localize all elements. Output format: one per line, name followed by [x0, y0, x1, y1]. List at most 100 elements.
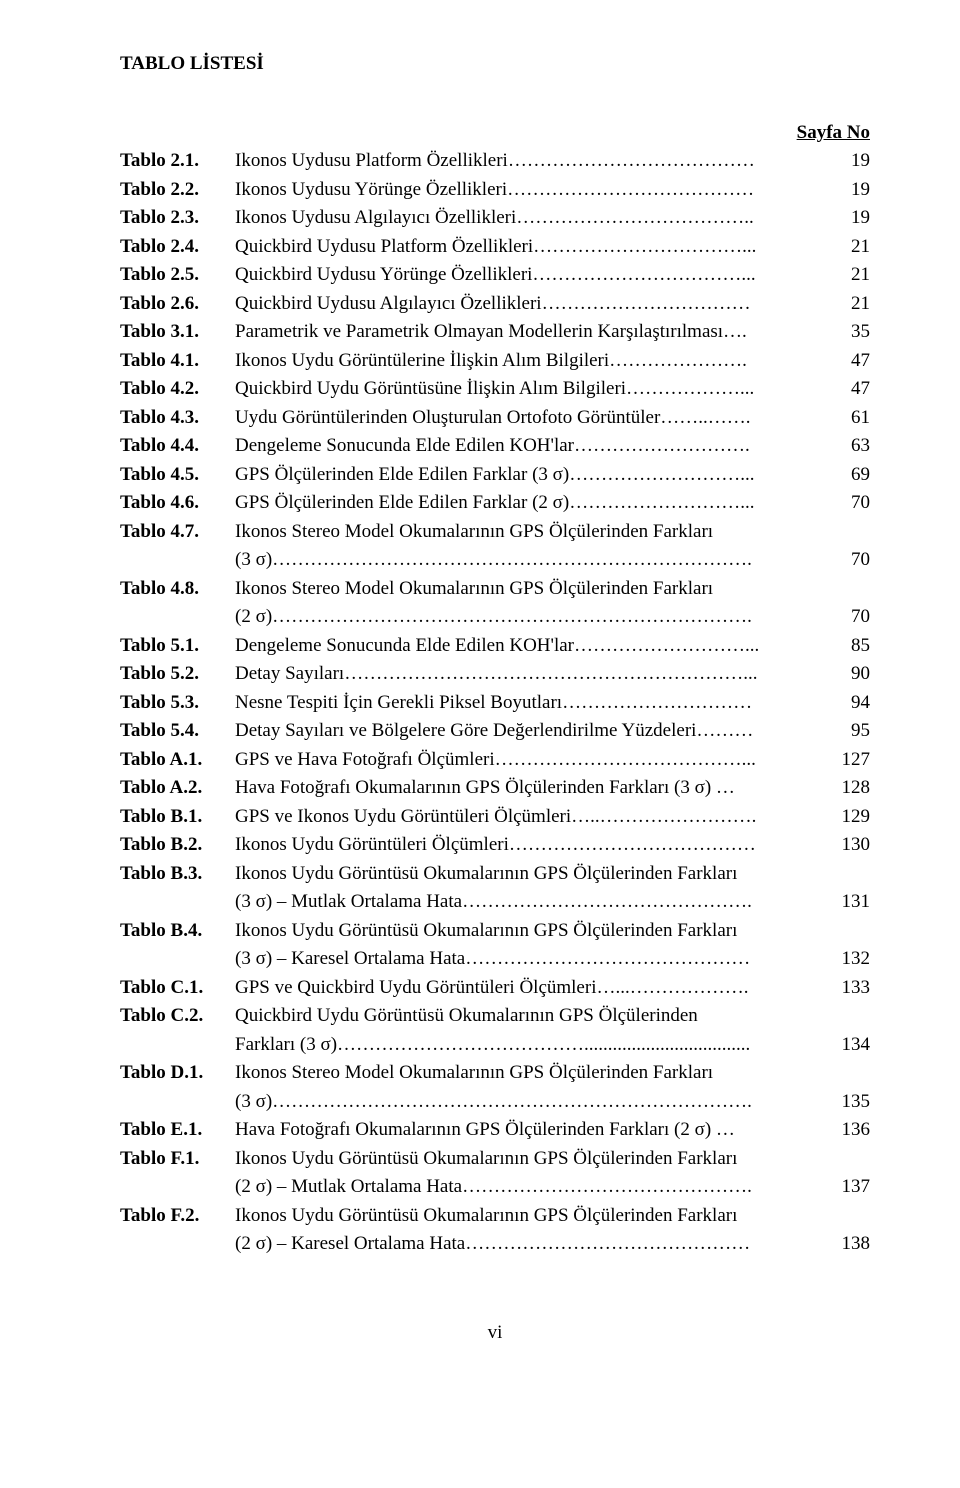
row-description-block: Quickbird Uydusu Platform Özellikleri………… [235, 233, 870, 262]
row-page-number: 95 [822, 717, 870, 746]
row-description-block: Quickbird Uydusu Yörünge Özellikleri…………… [235, 261, 870, 290]
table-row: Tablo B.1.GPS ve Ikonos Uydu Görüntüleri… [120, 803, 870, 832]
row-description-line: Ikonos Uydu Görüntüsü Okumalarının GPS Ö… [235, 1202, 870, 1231]
table-row: Tablo B.2.Ikonos Uydu Görüntüleri Ölçüml… [120, 831, 870, 860]
row-description-block: GPS ve Quickbird Uydu Görüntüleri Ölçüml… [235, 974, 870, 1003]
row-page-number: 21 [822, 261, 870, 290]
list-title: TABLO LİSTESİ [120, 50, 870, 79]
row-label: Tablo 5.3. [120, 689, 235, 718]
row-description-text: Dengeleme Sonucunda Elde Edilen KOH'lar…… [235, 432, 822, 461]
row-description-line: GPS ve Quickbird Uydu Görüntüleri Ölçüml… [235, 974, 870, 1003]
row-description-text: Ikonos Uydusu Yörünge Özellikleri…………………… [235, 176, 822, 205]
row-label: Tablo 4.5. [120, 461, 235, 490]
row-label: Tablo D.1. [120, 1059, 235, 1088]
row-page-number: 129 [822, 803, 870, 832]
table-row: Tablo 5.3.Nesne Tespiti İçin Gerekli Pik… [120, 689, 870, 718]
row-page-number: 137 [822, 1173, 870, 1202]
row-description-block: Hava Fotoğrafı Okumalarının GPS Ölçüleri… [235, 1116, 870, 1145]
row-label: Tablo 4.1. [120, 347, 235, 376]
row-description-block: Quickbird Uydu Görüntüsüne İlişkin Alım … [235, 375, 870, 404]
row-description-text: (2 σ) – Mutlak Ortalama Hata………………………………… [235, 1173, 822, 1202]
table-row: Tablo 4.2.Quickbird Uydu Görüntüsüne İli… [120, 375, 870, 404]
row-page-number: 21 [822, 233, 870, 262]
row-description-line: Parametrik ve Parametrik Olmayan Modelle… [235, 318, 870, 347]
table-row: Tablo 4.1.Ikonos Uydu Görüntülerine İliş… [120, 347, 870, 376]
page-footer-number: vi [120, 1319, 870, 1348]
table-row: Tablo 2.6.Quickbird Uydusu Algılayıcı Öz… [120, 290, 870, 319]
row-description-text: GPS ve Hava Fotoğrafı Ölçümleri………………………… [235, 746, 822, 775]
row-label: Tablo A.2. [120, 774, 235, 803]
row-description-block: Ikonos Uydu Görüntüsü Okumalarının GPS Ö… [235, 917, 870, 974]
row-label: Tablo 4.7. [120, 518, 235, 547]
row-description-text: Ikonos Stereo Model Okumalarının GPS Ölç… [235, 518, 822, 547]
row-description-line: Ikonos Uydu Görüntüsü Okumalarının GPS Ö… [235, 917, 870, 946]
page-no-heading: Sayfa No [120, 119, 870, 148]
row-description-text: Ikonos Uydusu Platform Özellikleri………………… [235, 147, 822, 176]
row-page-number: 132 [822, 945, 870, 974]
row-description-block: Ikonos Uydu Görüntülerine İlişkin Alım B… [235, 347, 870, 376]
row-description-block: Ikonos Stereo Model Okumalarının GPS Ölç… [235, 1059, 870, 1116]
row-page-number: 47 [822, 375, 870, 404]
row-description-text: Quickbird Uydu Görüntüsüne İlişkin Alım … [235, 375, 822, 404]
row-label: Tablo 2.5. [120, 261, 235, 290]
row-label: Tablo 2.1. [120, 147, 235, 176]
row-description-line: Ikonos Uydu Görüntüsü Okumalarının GPS Ö… [235, 860, 870, 889]
row-page-number: 47 [822, 347, 870, 376]
table-row: Tablo 2.5.Quickbird Uydusu Yörünge Özell… [120, 261, 870, 290]
row-description-text: Ikonos Uydu Görüntüsü Okumalarının GPS Ö… [235, 860, 822, 889]
row-description-block: Detay Sayıları………………………………………………………...90 [235, 660, 870, 689]
row-label: Tablo 5.1. [120, 632, 235, 661]
row-label: Tablo 5.4. [120, 717, 235, 746]
table-row: Tablo C.1.GPS ve Quickbird Uydu Görüntül… [120, 974, 870, 1003]
table-row: Tablo 4.7.Ikonos Stereo Model Okumaların… [120, 518, 870, 575]
table-row: Tablo A.1.GPS ve Hava Fotoğrafı Ölçümler… [120, 746, 870, 775]
row-description-text: Farkları (3 σ)………………………………….............… [235, 1031, 822, 1060]
table-row: Tablo 2.1.Ikonos Uydusu Platform Özellik… [120, 147, 870, 176]
row-description-line: Ikonos Uydusu Algılayıcı Özellikleri…………… [235, 204, 870, 233]
row-label: Tablo B.4. [120, 917, 235, 946]
row-description-text: Detay Sayıları ve Bölgelere Göre Değerle… [235, 717, 822, 746]
row-description-block: Quickbird Uydu Görüntüsü Okumalarının GP… [235, 1002, 870, 1059]
row-label: Tablo 4.8. [120, 575, 235, 604]
row-label: Tablo B.3. [120, 860, 235, 889]
row-description-line: Ikonos Uydusu Yörünge Özellikleri…………………… [235, 176, 870, 205]
table-row: Tablo 2.3.Ikonos Uydusu Algılayıcı Özell… [120, 204, 870, 233]
row-description-block: Ikonos Uydu Görüntüsü Okumalarının GPS Ö… [235, 1145, 870, 1202]
row-page-number: 128 [822, 774, 870, 803]
row-description-text: Ikonos Stereo Model Okumalarının GPS Ölç… [235, 1059, 822, 1088]
row-description-block: Uydu Görüntülerinden Oluşturulan Ortofot… [235, 404, 870, 433]
row-description-text: Hava Fotoğrafı Okumalarının GPS Ölçüleri… [235, 1116, 822, 1145]
table-row: Tablo B.4.Ikonos Uydu Görüntüsü Okumalar… [120, 917, 870, 974]
row-description-line: GPS ve Ikonos Uydu Görüntüleri Ölçümleri… [235, 803, 870, 832]
row-label: Tablo F.1. [120, 1145, 235, 1174]
row-description-line: GPS Ölçülerinden Elde Edilen Farklar (3 … [235, 461, 870, 490]
row-description-line: Quickbird Uydusu Yörünge Özellikleri…………… [235, 261, 870, 290]
row-description-text: Quickbird Uydusu Platform Özellikleri………… [235, 233, 822, 262]
row-description-block: Ikonos Uydu Görüntüsü Okumalarının GPS Ö… [235, 860, 870, 917]
row-description-line: Quickbird Uydusu Platform Özellikleri………… [235, 233, 870, 262]
row-description-line: Detay Sayıları………………………………………………………...90 [235, 660, 870, 689]
row-description-line: GPS ve Hava Fotoğrafı Ölçümleri………………………… [235, 746, 870, 775]
row-page-number: 130 [822, 831, 870, 860]
row-description-block: Nesne Tespiti İçin Gerekli Piksel Boyutl… [235, 689, 870, 718]
row-description-text: Quickbird Uydu Görüntüsü Okumalarının GP… [235, 1002, 822, 1031]
row-page-number: 70 [822, 603, 870, 632]
row-page-number: 19 [822, 204, 870, 233]
row-description-text: GPS Ölçülerinden Elde Edilen Farklar (2 … [235, 489, 822, 518]
row-page-number: 127 [822, 746, 870, 775]
row-page-number: 63 [822, 432, 870, 461]
row-description-text: Ikonos Uydu Görüntüleri Ölçümleri…………………… [235, 831, 822, 860]
row-label: Tablo A.1. [120, 746, 235, 775]
row-description-text: Ikonos Uydu Görüntüsü Okumalarının GPS Ö… [235, 1145, 822, 1174]
table-row: Tablo C.2.Quickbird Uydu Görüntüsü Okuma… [120, 1002, 870, 1059]
row-description-text: (3 σ) – Karesel Ortalama Hata……………………………… [235, 945, 822, 974]
table-row: Tablo D.1.Ikonos Stereo Model Okumaların… [120, 1059, 870, 1116]
row-description-text: (3 σ) – Mutlak Ortalama Hata………………………………… [235, 888, 822, 917]
row-description-line: Hava Fotoğrafı Okumalarının GPS Ölçüleri… [235, 1116, 870, 1145]
row-page-number: 135 [822, 1088, 870, 1117]
row-description-line: Dengeleme Sonucunda Elde Edilen KOH'lar…… [235, 432, 870, 461]
row-description-text: GPS Ölçülerinden Elde Edilen Farklar (3 … [235, 461, 822, 490]
row-page-number: 19 [822, 176, 870, 205]
row-label: Tablo 2.6. [120, 290, 235, 319]
row-description-line: (3 σ) – Mutlak Ortalama Hata………………………………… [235, 888, 870, 917]
